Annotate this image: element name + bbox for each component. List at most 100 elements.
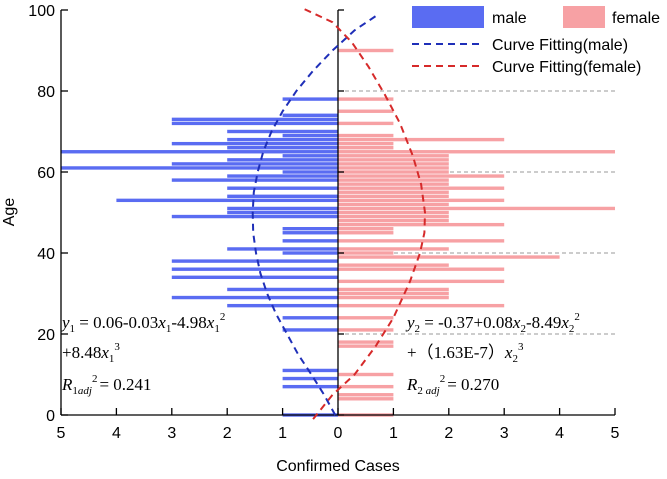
female-bar-age-63 — [338, 158, 449, 162]
male-equation: y1 = 0.06-0.03x1-4.98x12 +8.48x13 R1adj2… — [60, 311, 225, 397]
male-bar-age-46 — [282, 227, 338, 231]
y-tick-label-60: 60 — [37, 165, 55, 182]
legend-label-female: female — [612, 10, 660, 27]
female-bar-age-37 — [338, 263, 449, 267]
x-tick-label-4: 1 — [278, 425, 287, 442]
male-bar-age-73 — [171, 117, 338, 122]
female-bar-age-48 — [338, 218, 449, 223]
male-bar-age-31 — [227, 287, 338, 292]
male-equation-line1: y1 = 0.06-0.03x1-4.98x12 — [60, 311, 225, 335]
male-bar-age-65 — [61, 150, 338, 154]
female-bar-age-50 — [338, 210, 449, 215]
female-bar-age-21 — [338, 328, 394, 332]
male-bar-age-70 — [227, 129, 338, 134]
female-bar-age-36 — [338, 267, 505, 271]
female-bar-age-58 — [338, 178, 449, 182]
female-bar-age-49 — [338, 214, 449, 219]
female-bar-age-17 — [338, 344, 394, 348]
x-tick-label-7: 2 — [444, 425, 453, 442]
female-bar-age-33 — [338, 279, 505, 284]
female-bar-age-52 — [338, 202, 449, 207]
female-bar-age-45 — [338, 231, 394, 235]
female-bar-age-4 — [338, 397, 394, 401]
female-equation-line2: +（1.63E-7）x23 — [407, 341, 524, 365]
male-bar-age-21 — [282, 328, 338, 332]
male-bar-age-9 — [282, 376, 338, 381]
male-bar-age-56 — [227, 186, 338, 190]
male-bar-age-27 — [227, 303, 338, 308]
male-bar-age-66 — [227, 146, 338, 150]
fit-curve-female — [301, 7, 427, 420]
female-equation-line1: y2 = -0.37+0.08x2-8.49x22 — [405, 311, 580, 335]
male-bar-age-34 — [171, 275, 338, 279]
female-bar-age-5 — [338, 393, 394, 397]
female-bar-age-67 — [338, 141, 394, 146]
x-tick-label-3: 2 — [223, 425, 232, 442]
female-bar-age-54 — [338, 194, 449, 198]
male-bar-age-11 — [282, 368, 338, 373]
y-tick-label-0: 0 — [46, 408, 55, 425]
female-bar-age-66 — [338, 146, 394, 150]
male-bar-age-68 — [227, 137, 338, 142]
fit-curves — [251, 7, 427, 420]
male-bar-age-72 — [171, 121, 338, 126]
male-bar-age-64 — [282, 154, 338, 158]
female-bar-age-75 — [338, 109, 394, 113]
female-bar-age-24 — [338, 316, 394, 320]
male-bar-age-59 — [227, 174, 338, 178]
male-equation-line2: +8.48x13 — [62, 341, 120, 365]
male-bar-age-69 — [282, 133, 338, 138]
x-tick-label-6: 1 — [389, 425, 398, 442]
x-tick-label-1: 4 — [112, 425, 121, 442]
male-bar-age-53 — [116, 198, 339, 203]
y-tick-label-80: 80 — [37, 84, 55, 101]
female-bar-age-31 — [338, 287, 449, 292]
female-bar-age-7 — [338, 384, 394, 389]
male-bar-age-24 — [282, 316, 338, 320]
female-bar-age-40 — [338, 251, 394, 255]
female-bar-age-10 — [338, 372, 394, 377]
bars — [61, 48, 615, 417]
female-bar-age-47 — [338, 222, 505, 227]
male-bar-age-61 — [61, 166, 338, 170]
male-bar-age-36 — [171, 267, 338, 271]
male-bar-age-51 — [227, 206, 338, 211]
female-bar-age-62 — [338, 162, 449, 166]
female-bar-age-43 — [338, 239, 505, 243]
male-r2: R1adj2 = 0.241 — [61, 373, 152, 397]
male-bar-age-62 — [171, 162, 338, 166]
female-bar-age-46 — [338, 227, 394, 231]
legend-label-male: male — [492, 10, 527, 27]
male-bar-age-67 — [171, 141, 338, 146]
female-equation: y2 = -0.37+0.08x2-8.49x22 +（1.63E-7）x23 … — [405, 311, 580, 397]
legend-swatch-male — [412, 6, 484, 28]
x-tick-label-8: 3 — [500, 425, 509, 442]
x-tick-label-9: 4 — [555, 425, 564, 442]
y-axis-label: Age — [1, 198, 18, 227]
female-bar-age-65 — [338, 150, 615, 154]
male-bar-age-63 — [227, 158, 338, 162]
male-bar-age-40 — [282, 251, 338, 255]
x-tick-label-5: 0 — [334, 425, 343, 442]
female-bar-age-60 — [338, 170, 449, 174]
y-tick-label-40: 40 — [37, 246, 55, 263]
x-tick-label-2: 3 — [167, 425, 176, 442]
female-bar-age-41 — [338, 247, 449, 251]
male-bar-age-7 — [282, 384, 338, 389]
male-bar-age-58 — [171, 178, 338, 182]
female-bar-age-29 — [338, 295, 449, 300]
x-tick-label-0: 5 — [57, 425, 66, 442]
male-bar-age-43 — [282, 239, 338, 243]
female-bar-age-39 — [338, 255, 560, 259]
female-bar-age-69 — [338, 133, 394, 138]
female-bar-age-27 — [338, 303, 505, 308]
legend-label-fit-female: Curve Fitting(female) — [492, 59, 641, 76]
y-tick-label-100: 100 — [28, 3, 55, 20]
fit-curve-male — [251, 15, 377, 416]
male-bar-age-60 — [282, 170, 338, 174]
female-bar-age-68 — [338, 137, 505, 142]
female-r2: R2 adj2 = 0.270 — [406, 373, 499, 397]
female-bar-age-51 — [338, 206, 615, 211]
male-bar-age-38 — [171, 259, 338, 263]
